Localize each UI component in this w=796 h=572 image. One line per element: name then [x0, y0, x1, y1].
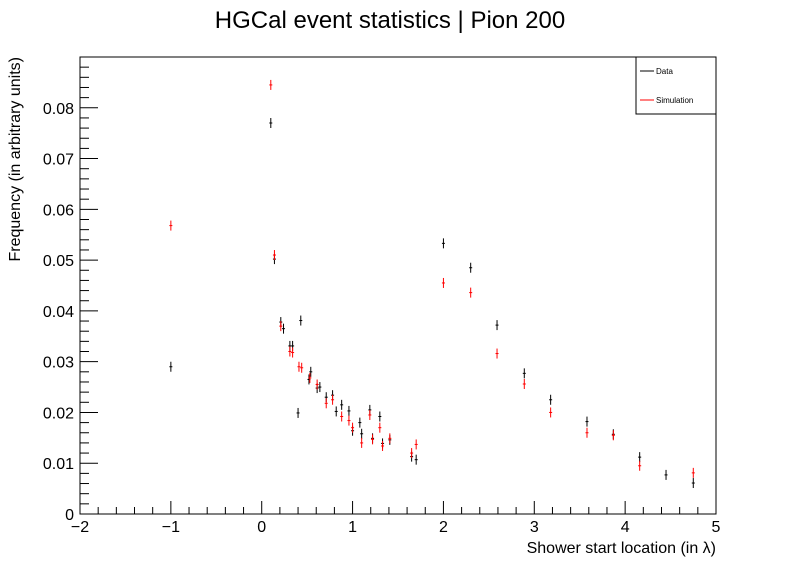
data-point-data — [269, 118, 273, 129]
data-point-simulation — [269, 79, 273, 90]
data-point-data — [441, 238, 445, 249]
data-point-simulation — [351, 422, 355, 433]
data-point-simulation — [495, 348, 499, 359]
data-point-data — [282, 323, 286, 334]
data-point-simulation — [371, 434, 375, 445]
data-point-data — [638, 452, 642, 463]
y-tick-label: 0.06 — [43, 202, 74, 219]
x-axis: −2 −1 0 1 2 3 4 5 — [71, 501, 721, 536]
data-point-simulation — [378, 422, 382, 433]
data-point-simulation — [324, 398, 328, 409]
data-point-data — [358, 417, 362, 428]
data-point-data — [340, 399, 344, 410]
x-tick-label: 2 — [439, 519, 448, 536]
data-point-data — [299, 315, 303, 326]
y-tick-label: 0.04 — [43, 304, 74, 321]
data-point-simulation — [340, 411, 344, 422]
legend-simulation-label: Simulation — [656, 96, 693, 105]
data-point-simulation — [381, 440, 385, 451]
data-point-data — [360, 428, 364, 439]
data-point-data — [691, 478, 695, 489]
x-tick-label: 4 — [621, 519, 630, 536]
legend-data-label: Data — [656, 67, 673, 76]
data-point-simulation — [315, 379, 319, 390]
data-point-data — [414, 454, 418, 465]
data-point-data — [378, 411, 382, 422]
legend: Data Simulation — [635, 56, 717, 115]
chart-title: HGCal event statistics | Pion 200 — [215, 7, 565, 34]
data-point-data — [296, 407, 300, 418]
y-tick-label: 0.01 — [43, 456, 74, 473]
data-point-simulation — [638, 460, 642, 471]
y-tick-label: 0 — [65, 507, 74, 524]
data-point-simulation — [388, 433, 392, 444]
data-point-simulation — [272, 250, 276, 261]
x-tick-label: −2 — [71, 519, 89, 536]
data-point-simulation — [331, 394, 335, 405]
data-point-simulation — [441, 277, 445, 288]
data-point-simulation — [469, 287, 473, 298]
data-point-simulation — [169, 220, 173, 231]
x-axis-title: Shower start location (in λ) — [527, 540, 716, 557]
x-tick-label: 5 — [712, 519, 721, 536]
data-point-data — [309, 366, 313, 377]
data-point-data — [318, 382, 322, 393]
data-point-simulation — [414, 439, 418, 450]
data-point-simulation — [279, 321, 283, 332]
data-point-data — [495, 320, 499, 331]
data-point-simulation — [300, 362, 304, 373]
data-point-simulation — [585, 427, 589, 438]
y-tick-label: 0.03 — [43, 355, 74, 372]
y-tick-label: 0.02 — [43, 405, 74, 422]
y-tick-label: 0.08 — [43, 101, 74, 118]
data-point-simulation — [691, 467, 695, 478]
x-tick-label: 1 — [348, 519, 357, 536]
data-point-simulation — [368, 409, 372, 420]
y-axis: 0 0.01 0.02 0.03 0.04 0.05 0.06 0.07 0.08 — [43, 66, 98, 524]
data-point-simulation — [347, 415, 351, 426]
y-tick-label: 0.07 — [43, 152, 74, 169]
data-point-simulation — [288, 346, 292, 357]
series-simulation — [169, 79, 695, 478]
y-axis-title: Frequency (in arbitrary units) — [7, 57, 24, 262]
data-point-simulation — [360, 437, 364, 448]
data-series-layer — [169, 79, 695, 489]
data-point-simulation — [549, 407, 553, 418]
data-point-simulation — [611, 430, 615, 441]
data-point-simulation — [522, 379, 526, 390]
data-point-simulation — [410, 448, 414, 459]
data-point-simulation — [297, 361, 301, 372]
data-point-data — [664, 469, 668, 480]
x-tick-label: 0 — [257, 519, 266, 536]
data-point-data — [522, 368, 526, 379]
data-point-data — [169, 361, 173, 372]
data-point-simulation — [308, 372, 312, 383]
data-point-data — [469, 262, 473, 273]
data-point-data — [549, 394, 553, 405]
legend-box — [635, 56, 717, 115]
y-tick-label: 0.05 — [43, 253, 74, 270]
plot-frame — [79, 56, 717, 515]
x-tick-label: 3 — [530, 519, 539, 536]
data-point-data — [347, 405, 351, 416]
x-tick-label: −1 — [162, 519, 180, 536]
data-point-data — [334, 406, 338, 417]
data-point-simulation — [291, 347, 295, 358]
data-point-data — [585, 416, 589, 427]
